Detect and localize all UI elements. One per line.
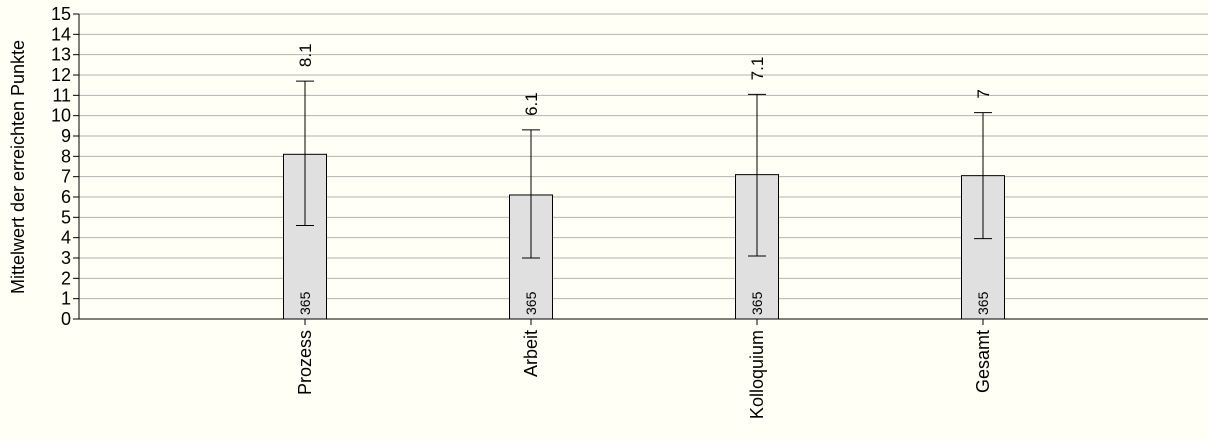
- y-tick-label: 2: [61, 268, 71, 288]
- y-tick-label: 14: [51, 24, 71, 44]
- bar-prozess: [283, 153, 327, 320]
- y-tick-label: 6: [61, 187, 71, 207]
- category-label-prozess: Prozess: [295, 330, 315, 395]
- y-tick-label: 11: [52, 85, 71, 105]
- y-tick-label: 1: [61, 289, 71, 309]
- value-label: 8.1: [296, 43, 315, 67]
- y-axis-label: Mittelwert der erreichten Punkte: [8, 40, 28, 294]
- y-tick-label: 13: [51, 45, 71, 65]
- error-bars: [296, 80, 992, 259]
- category-label-gesamt: Gesamt: [973, 330, 993, 393]
- n-label: 365: [523, 291, 539, 315]
- n-label: 365: [297, 291, 313, 315]
- n-label: 365: [749, 291, 765, 315]
- category-label-kolloquium: Kolloquium: [747, 330, 767, 419]
- value-label: 7.1: [748, 57, 767, 81]
- n-label: 365: [975, 291, 991, 315]
- y-tick-label: 3: [61, 248, 71, 268]
- grid-lines: [79, 13, 1208, 320]
- bars: [283, 153, 1005, 320]
- y-tick-label: 4: [61, 228, 71, 248]
- y-tick-label: 8: [61, 146, 71, 166]
- y-tick-label: 9: [61, 126, 71, 146]
- value-label: 6.1: [522, 92, 541, 116]
- category-label-arbeit: Arbeit: [521, 330, 541, 377]
- data-labels: 8.1 365 6.1 365 7.1 365 7 365: [296, 43, 993, 315]
- y-tick-label: 10: [51, 106, 71, 126]
- y-tick-label: 5: [61, 207, 71, 227]
- value-label: 7: [974, 89, 993, 98]
- y-tick-label: 12: [51, 65, 71, 85]
- x-axis: Prozess Arbeit Kolloquium Gesamt: [79, 318, 1208, 419]
- y-tick-label: 7: [61, 167, 71, 187]
- y-tick-label: 0: [61, 309, 71, 329]
- y-tick-label: 15: [51, 4, 71, 24]
